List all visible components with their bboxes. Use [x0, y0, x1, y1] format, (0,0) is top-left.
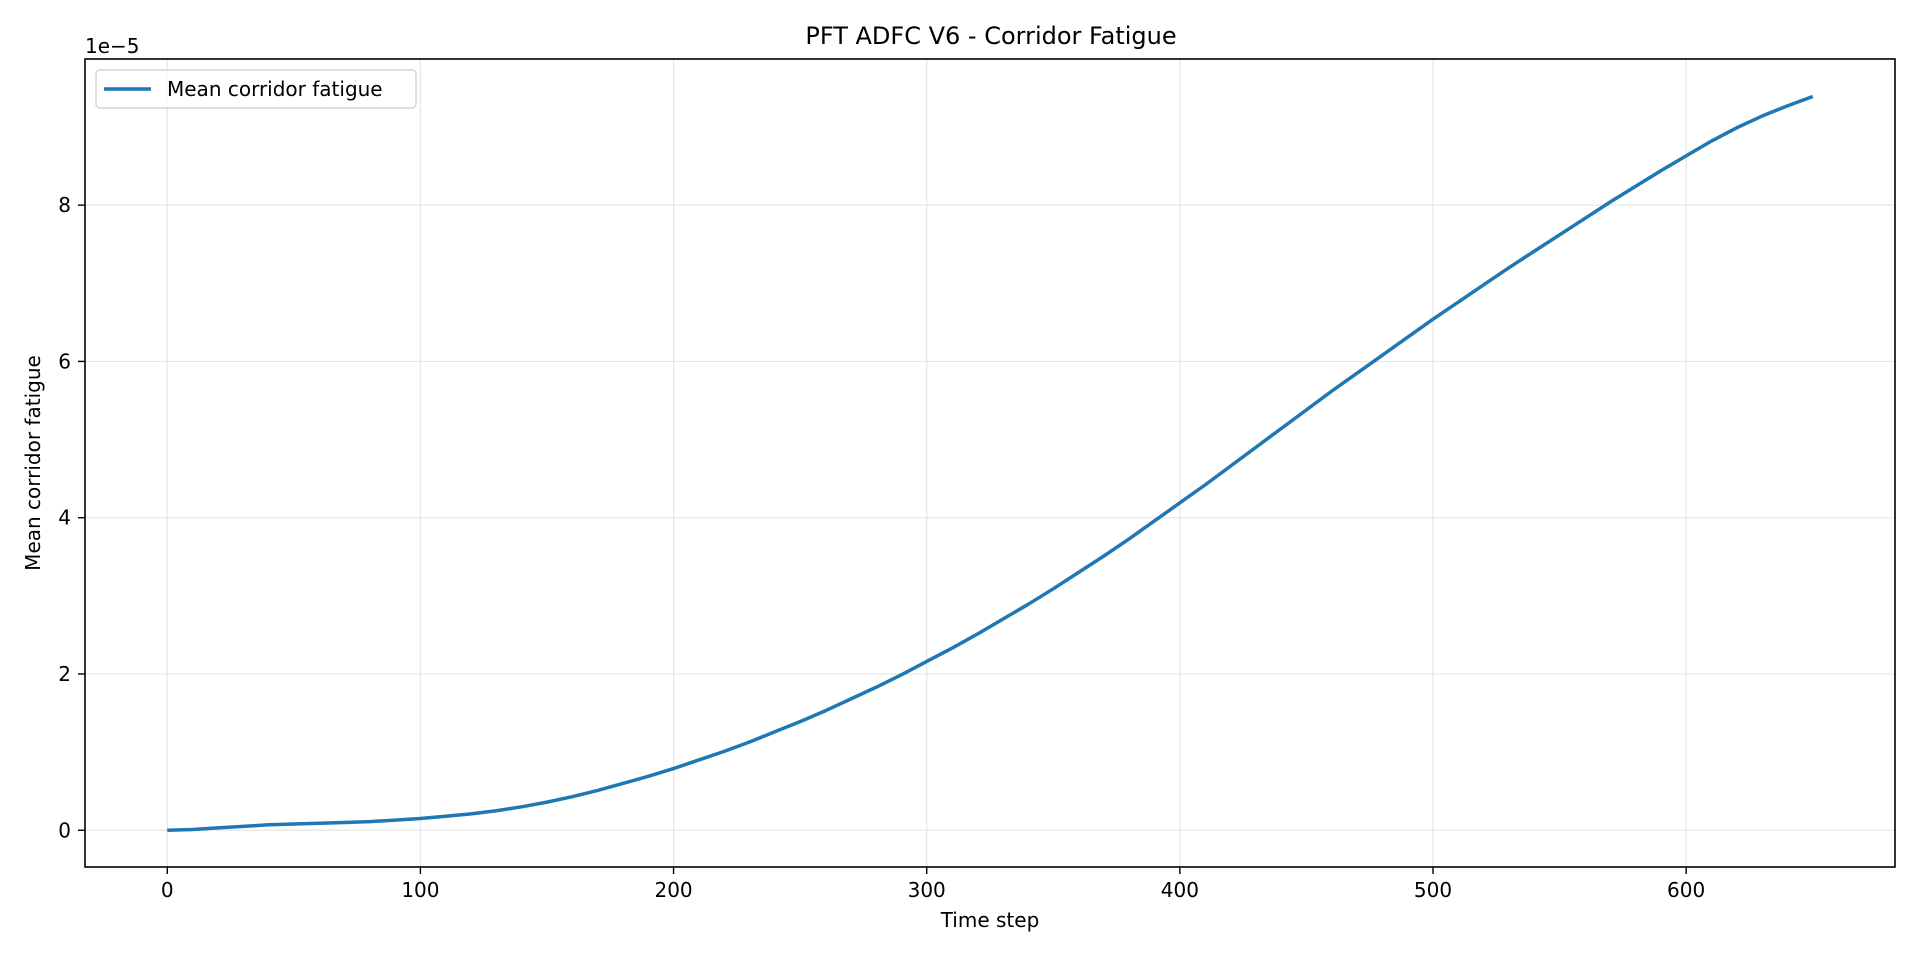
x-tick-label: 0	[161, 878, 174, 902]
y-tick-label: 8	[58, 193, 71, 217]
x-tick-label: 600	[1667, 878, 1705, 902]
chart-title: PFT ADFC V6 - Corridor Fatigue	[805, 22, 1176, 50]
y-tick-label: 0	[58, 818, 71, 842]
x-axis-label: Time step	[940, 908, 1040, 932]
x-tick-label: 100	[401, 878, 439, 902]
y-tick-label: 6	[58, 349, 71, 373]
y-tick-label: 2	[58, 662, 71, 686]
y-axis-ticks: 0 2 4 6 8	[58, 193, 85, 842]
y-axis-offset-label: 1e−5	[85, 34, 140, 58]
y-axis-label: Mean corridor fatigue	[21, 355, 45, 571]
series-layer	[167, 94, 1814, 833]
grid-lines	[85, 59, 1895, 867]
plot-area-frame	[84, 58, 1896, 868]
x-tick-label: 400	[1161, 878, 1199, 902]
x-axis-ticks: 0 100 200 300 400 500 600	[161, 867, 1705, 902]
x-tick-label: 200	[654, 878, 692, 902]
series-line-mean-corridor-fatigue	[167, 94, 1814, 833]
legend-label-mean-corridor-fatigue: Mean corridor fatigue	[167, 77, 383, 101]
legend-box	[95, 69, 417, 109]
x-tick-label: 500	[1414, 878, 1452, 902]
legend: Mean corridor fatigue	[95, 69, 417, 109]
x-tick-label: 300	[908, 878, 946, 902]
y-tick-label: 4	[58, 506, 71, 530]
